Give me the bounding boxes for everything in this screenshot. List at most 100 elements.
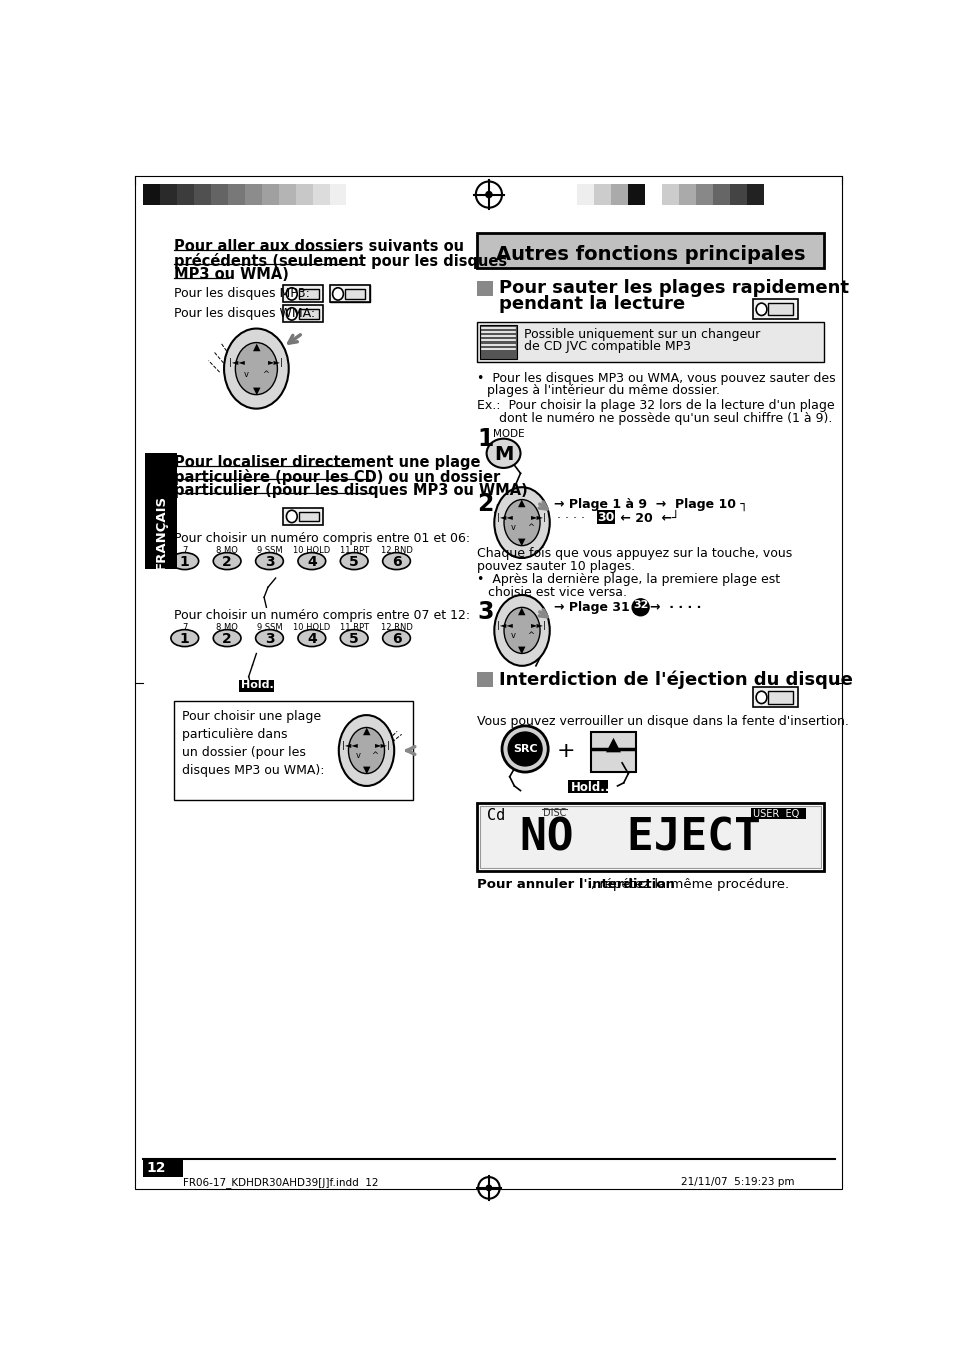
Text: USER  EQ: USER EQ [752,808,799,819]
Bar [261,184,278,206]
Bar [346,184,363,206]
Text: |◄◄: |◄◄ [341,741,357,750]
Text: Possible uniquement sur un changeur: Possible uniquement sur un changeur [523,327,759,341]
Ellipse shape [486,438,520,468]
Text: Pour annuler l'interdiction: Pour annuler l'interdiction [476,879,675,891]
Bar [145,453,177,569]
Text: 6: 6 [392,554,401,569]
Text: 3: 3 [476,599,494,623]
Text: 1: 1 [180,631,190,646]
Bar [644,184,661,206]
Text: Ex.:  Pour choisir la plage 32 lors de la lecture d'un plage: Ex.: Pour choisir la plage 32 lors de la… [476,399,834,412]
Bar [476,672,493,687]
Bar [611,184,628,206]
Text: 30: 30 [597,511,614,525]
Bar [696,184,712,206]
Text: 21/11/07  5:19:23 pm: 21/11/07 5:19:23 pm [680,1178,794,1187]
Ellipse shape [338,715,394,786]
Text: dont le numéro ne possède qu'un seul chiffre (1 à 9).: dont le numéro ne possède qu'un seul chi… [498,412,831,425]
Text: |◄◄: |◄◄ [229,358,245,368]
Text: Autres fonctions principales: Autres fonctions principales [496,246,804,265]
Text: , répétez la même procédure.: , répétez la même procédure. [591,879,789,891]
Ellipse shape [297,553,325,569]
Text: 8 MO: 8 MO [216,546,238,554]
Text: Hold....: Hold.... [570,780,618,794]
Bar [160,184,177,206]
Text: 32: 32 [632,600,648,610]
Ellipse shape [756,691,766,703]
Text: 3: 3 [264,631,274,646]
Text: ▲: ▲ [253,342,260,352]
Text: v: v [244,370,249,379]
Ellipse shape [503,607,539,653]
Circle shape [485,192,492,197]
Text: Chaque fois que vous appuyez sur la touche, vous: Chaque fois que vous appuyez sur la touc… [476,548,792,560]
Bar [767,303,792,315]
Text: · · · ·: · · · · [557,512,585,525]
Ellipse shape [494,487,549,558]
Text: plages à l'intérieur du même dossier.: plages à l'intérieur du même dossier. [486,384,719,397]
Text: 4: 4 [307,554,316,569]
Text: ▲: ▲ [362,726,370,735]
Text: FRANÇAIS: FRANÇAIS [154,495,167,571]
Text: ^: ^ [526,523,534,533]
Bar [313,184,329,206]
Bar [591,731,636,772]
Text: → Plage 1 à 9  →  Plage 10 ┐: → Plage 1 à 9 → Plage 10 ┐ [554,498,747,511]
Text: 2: 2 [476,492,494,516]
Bar [295,184,313,206]
Bar [712,184,729,206]
Text: M: M [494,445,513,464]
Text: Hold....: Hold.... [241,680,286,691]
Ellipse shape [382,630,410,646]
Text: 5: 5 [349,631,358,646]
Text: 4: 4 [307,631,316,646]
Circle shape [508,731,541,767]
Circle shape [501,726,548,772]
Ellipse shape [348,727,384,773]
Text: 1: 1 [476,427,494,452]
Text: 2: 2 [222,554,232,569]
Text: ← 20  ←┘: ← 20 ←┘ [616,512,679,525]
Text: ^: ^ [526,631,534,641]
Bar [476,322,823,362]
Text: de CD JVC compatible MP3: de CD JVC compatible MP3 [523,341,690,353]
Ellipse shape [171,553,198,569]
Ellipse shape [286,308,297,320]
Bar [298,310,318,319]
Text: ►►|: ►►| [530,512,546,522]
Text: ▲: ▲ [517,606,525,617]
Text: → Plage 31 →: → Plage 31 → [554,602,644,614]
Bar [143,184,160,206]
Text: pendant la lecture: pendant la lecture [498,295,684,312]
Text: |◄◄: |◄◄ [497,621,513,630]
Bar [476,281,493,296]
Bar [193,184,211,206]
Bar [245,184,261,206]
Bar [480,326,517,360]
Text: Pour les disques MP3:: Pour les disques MP3: [173,287,310,300]
Text: ^: ^ [371,752,378,760]
Ellipse shape [286,510,297,523]
Bar [661,184,679,206]
Text: FR06-17_KDHDR30AHD39[J]f.indd  12: FR06-17_KDHDR30AHD39[J]f.indd 12 [183,1178,378,1188]
Text: 7: 7 [182,623,188,631]
Bar [596,510,615,525]
Text: MP3 ou WMA): MP3 ou WMA) [173,266,289,283]
Text: Cd: Cd [486,808,504,823]
Ellipse shape [213,553,241,569]
Bar [211,184,228,206]
Bar [476,233,823,269]
Text: ▼: ▼ [253,385,260,396]
Text: Pour localiser directement une plage: Pour localiser directement une plage [173,454,480,470]
Ellipse shape [503,500,539,546]
Text: v: v [511,631,516,641]
Bar [143,1160,183,1178]
Ellipse shape [340,630,368,646]
Ellipse shape [286,288,297,300]
Bar [329,285,369,303]
Bar [752,687,797,707]
Text: Pour choisir une plage
particulière dans
un dossier (pour les
disques MP3 ou WMA: Pour choisir une plage particulière dans… [181,711,324,777]
Ellipse shape [224,329,289,408]
Ellipse shape [333,288,343,300]
